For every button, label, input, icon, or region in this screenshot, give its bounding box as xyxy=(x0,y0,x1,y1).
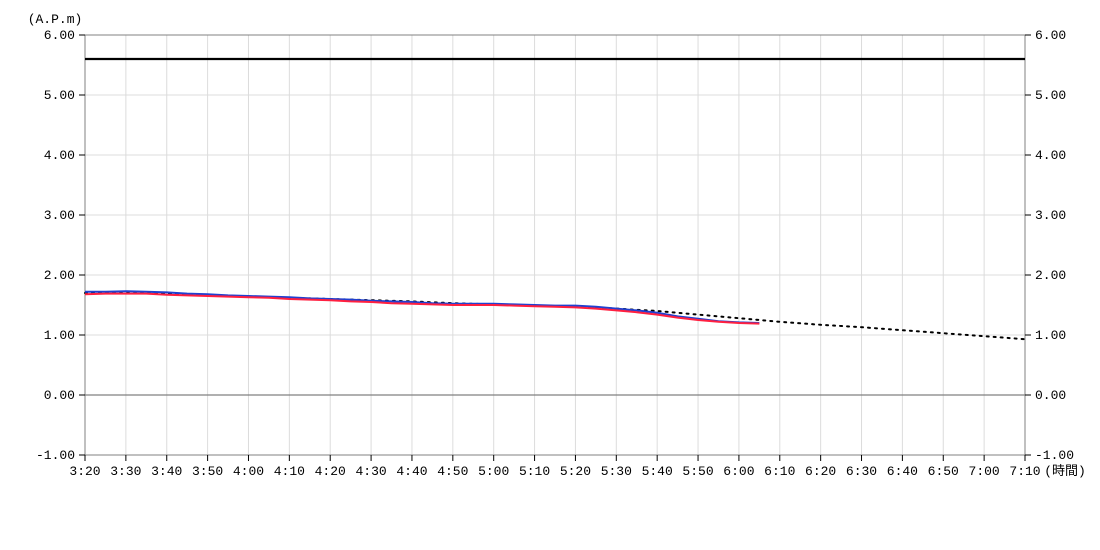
xtick-label: 3:30 xyxy=(110,464,141,479)
xtick-label: 3:20 xyxy=(69,464,100,479)
tide-chart: -1.00 -1.00 0.00 0.00 1.00 1.00 2.00 2.00 3.00 3.… xyxy=(0,0,1100,550)
ytick-label-left: 3.00 xyxy=(44,208,75,223)
xtick-label: 4:50 xyxy=(437,464,468,479)
xtick-label: 3:40 xyxy=(151,464,182,479)
ytick-label-right: 3.00 xyxy=(1035,208,1066,223)
xtick-label: 4:30 xyxy=(355,464,386,479)
ytick-label-right: 5.00 xyxy=(1035,88,1066,103)
ytick-label-left: 5.00 xyxy=(44,88,75,103)
x-unit-label: (時間) xyxy=(1044,464,1086,479)
xtick-label: 5:20 xyxy=(560,464,591,479)
ytick-label-left: 2.00 xyxy=(44,268,75,283)
ytick-label-left: 0.00 xyxy=(44,388,75,403)
ytick-label-left: 6.00 xyxy=(44,28,75,43)
xtick-label: 3:50 xyxy=(192,464,223,479)
xtick-label: 5:50 xyxy=(682,464,713,479)
xtick-label: 6:20 xyxy=(805,464,836,479)
chart-container: -1.00 -1.00 0.00 0.00 1.00 1.00 2.00 2.00 3.00 3.… xyxy=(0,0,1100,550)
xtick-label: 6:10 xyxy=(764,464,795,479)
ytick-label-right: -1.00 xyxy=(1035,448,1074,463)
ytick-label-right: 6.00 xyxy=(1035,28,1066,43)
ytick-label-right: 4.00 xyxy=(1035,148,1066,163)
xtick-label: 7:10 xyxy=(1009,464,1040,479)
xtick-label: 6:30 xyxy=(846,464,877,479)
xtick-label: 4:00 xyxy=(233,464,264,479)
y-unit-label: (A.P.m) xyxy=(28,12,83,27)
xtick-label: 7:00 xyxy=(969,464,1000,479)
xtick-label: 5:00 xyxy=(478,464,509,479)
ytick-label-right: 2.00 xyxy=(1035,268,1066,283)
xtick-label: 4:20 xyxy=(315,464,346,479)
xtick-label: 6:00 xyxy=(723,464,754,479)
xtick-label: 4:40 xyxy=(396,464,427,479)
xtick-label: 5:30 xyxy=(601,464,632,479)
xtick-label: 6:50 xyxy=(928,464,959,479)
ytick-label-left: -1.00 xyxy=(36,448,75,463)
xtick-label: 4:10 xyxy=(274,464,305,479)
ytick-label-left: 1.00 xyxy=(44,328,75,343)
xtick-label: 5:10 xyxy=(519,464,550,479)
xtick-label: 6:40 xyxy=(887,464,918,479)
xtick-label: 5:40 xyxy=(642,464,673,479)
ytick-label-right: 1.00 xyxy=(1035,328,1066,343)
ytick-label-right: 0.00 xyxy=(1035,388,1066,403)
ytick-label-left: 4.00 xyxy=(44,148,75,163)
